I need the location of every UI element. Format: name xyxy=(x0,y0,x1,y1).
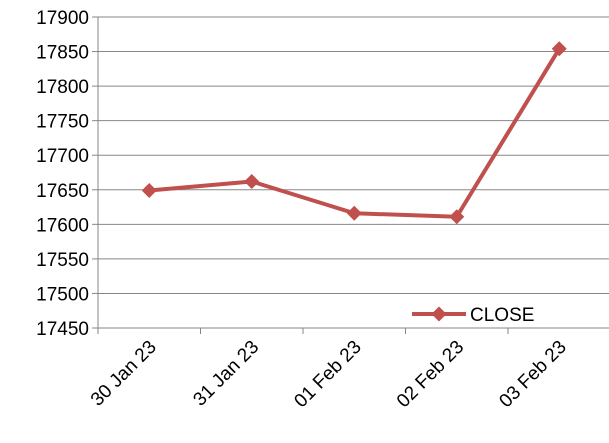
y-tick-label-17500: 17500 xyxy=(36,284,89,305)
gridlines xyxy=(98,16,609,294)
legend-diamond-marker xyxy=(431,306,447,322)
data-point-close-3 xyxy=(449,209,465,225)
legend-label-close: CLOSE xyxy=(470,305,534,326)
data-point-close-1 xyxy=(244,173,260,189)
series-layer xyxy=(141,41,567,225)
y-tick-label-17550: 17550 xyxy=(36,250,89,271)
x-axis-tick-labels: 30 Jan 23 31 Jan 23 01 Feb 23 02 Feb 23 03 F… xyxy=(87,337,571,412)
y-tick-label-17800: 17800 xyxy=(36,77,89,98)
y-tick-label-17450: 17450 xyxy=(36,319,89,340)
data-point-close-4 xyxy=(551,41,567,57)
axes xyxy=(92,16,609,334)
y-tick-label-17700: 17700 xyxy=(36,146,89,167)
legend: CLOSE xyxy=(412,305,534,326)
data-point-close-2 xyxy=(346,205,362,221)
y-tick-label-17750: 17750 xyxy=(36,112,89,133)
series-line-close xyxy=(147,46,562,219)
y-tick-label-17900: 17900 xyxy=(36,8,89,29)
x-tick-label-4: 03 Feb 23 xyxy=(495,337,570,412)
y-tick-label-17650: 17650 xyxy=(36,181,89,202)
y-tick-label-17600: 17600 xyxy=(36,215,89,236)
y-axis-tick-labels: 17450 17500 17550 17600 17650 17700 17750 17800… xyxy=(36,8,89,340)
x-tick-label-2: 01 Feb 23 xyxy=(290,337,365,412)
x-tick-label-3: 02 Feb 23 xyxy=(393,337,468,412)
y-tick-label-17850: 17850 xyxy=(36,43,89,64)
x-tick-label-0: 30 Jan 23 xyxy=(87,337,161,411)
x-tick-label-1: 31 Jan 23 xyxy=(189,337,263,411)
data-point-close-0 xyxy=(141,182,157,198)
